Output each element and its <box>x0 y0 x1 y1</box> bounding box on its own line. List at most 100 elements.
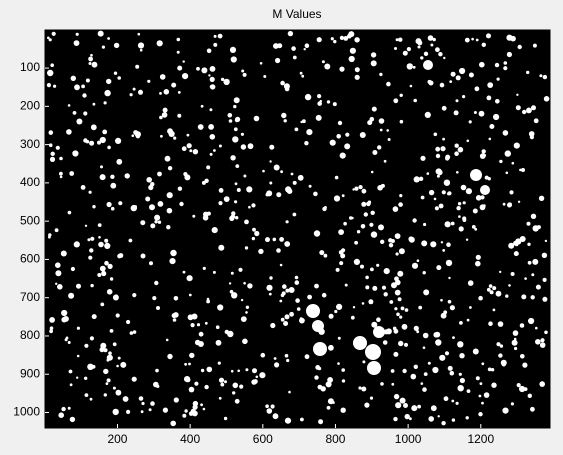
image-background <box>45 30 550 428</box>
blob <box>514 251 519 256</box>
blob <box>49 38 52 41</box>
x-tick-label: 200 <box>107 432 127 446</box>
blob <box>450 305 455 310</box>
blob <box>369 223 373 227</box>
blob <box>389 243 393 247</box>
blob <box>107 146 111 150</box>
blob <box>237 188 241 192</box>
blob <box>207 49 212 54</box>
blob <box>351 217 354 220</box>
blob <box>177 38 181 42</box>
blob <box>487 96 492 101</box>
blob <box>380 240 384 244</box>
blob <box>394 307 397 310</box>
blob <box>386 82 391 87</box>
blob <box>531 105 536 110</box>
blob <box>405 308 409 312</box>
blob <box>135 131 141 137</box>
blob <box>478 412 482 416</box>
blob <box>378 224 384 230</box>
blob <box>157 40 163 46</box>
blob <box>511 402 514 405</box>
blob <box>217 304 223 310</box>
blob <box>440 146 445 151</box>
blob <box>167 208 173 214</box>
blob <box>210 85 213 88</box>
x-tick-label: 800 <box>325 432 345 446</box>
blob <box>255 376 258 379</box>
blob <box>238 268 242 272</box>
blob <box>107 378 111 382</box>
blob <box>139 396 144 401</box>
blob <box>305 94 311 100</box>
blob <box>437 170 442 175</box>
blob <box>234 200 237 203</box>
blob <box>486 33 491 38</box>
blob <box>241 70 244 73</box>
blob <box>293 213 297 217</box>
blob <box>224 196 230 202</box>
blob <box>448 366 453 371</box>
blob <box>111 207 115 211</box>
blob <box>71 76 76 81</box>
blob <box>314 230 320 236</box>
blob <box>114 43 119 48</box>
blob <box>283 321 288 326</box>
blob <box>271 404 275 408</box>
blob <box>489 284 493 288</box>
blob <box>289 312 294 317</box>
blob <box>187 134 190 137</box>
blob <box>519 169 522 172</box>
blob <box>152 296 156 300</box>
blob <box>273 43 279 49</box>
blob <box>269 145 274 150</box>
blob <box>391 239 395 243</box>
blob <box>398 38 402 42</box>
blob <box>241 316 247 322</box>
blob <box>445 221 451 227</box>
blob <box>423 60 433 70</box>
blob <box>281 113 286 118</box>
blob <box>218 201 222 205</box>
blob <box>461 185 467 191</box>
blob <box>113 342 117 346</box>
blob <box>276 192 281 197</box>
blob <box>245 246 248 249</box>
blob <box>469 306 472 309</box>
blob <box>52 32 56 36</box>
blob <box>212 227 218 233</box>
blob <box>344 143 350 149</box>
blob <box>462 95 465 98</box>
blob <box>84 344 88 348</box>
blob <box>431 405 437 411</box>
blob <box>267 408 273 414</box>
blob <box>65 338 68 341</box>
blob <box>482 43 486 47</box>
blob <box>435 147 440 152</box>
blob <box>91 124 97 130</box>
blob <box>428 362 431 365</box>
blob <box>141 410 144 413</box>
blob <box>145 197 150 202</box>
blob <box>291 173 294 176</box>
blob <box>254 231 259 236</box>
blob <box>518 45 522 49</box>
blob <box>246 186 252 192</box>
blob <box>70 417 75 422</box>
blob <box>341 368 345 372</box>
blob <box>480 185 490 195</box>
blob <box>428 80 432 84</box>
blob <box>93 103 96 106</box>
blob <box>539 196 544 201</box>
blob <box>138 90 143 95</box>
blob <box>138 42 144 48</box>
blob <box>527 222 531 226</box>
blob <box>188 314 194 320</box>
blob <box>444 396 449 401</box>
blob <box>322 293 327 298</box>
blob <box>380 382 384 386</box>
blob <box>533 225 539 231</box>
blob <box>68 104 71 107</box>
blob <box>384 160 387 163</box>
blob <box>162 112 168 118</box>
